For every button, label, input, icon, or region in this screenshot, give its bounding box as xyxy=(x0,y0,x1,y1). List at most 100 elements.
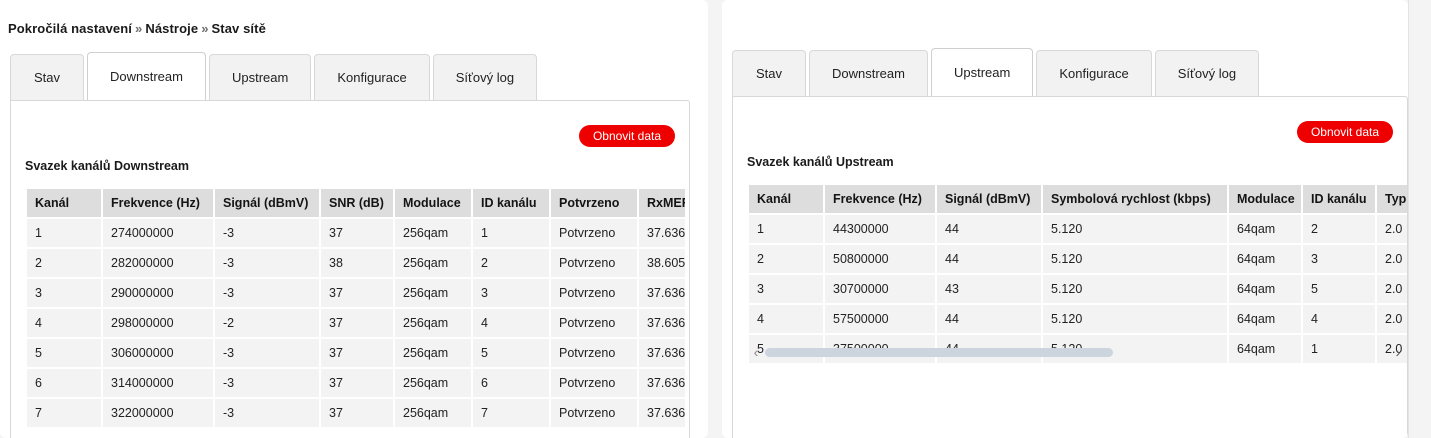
table-cell: 2 xyxy=(1303,215,1375,243)
table-cell: 322000000 xyxy=(103,399,213,427)
left-tab-content: Obnovit data Svazek kanálů Downstream Ka… xyxy=(10,100,690,438)
upstream-table-body: 1 44300000 44 5.120 64qam 2 2.0 2 50800000 44 5.12… xyxy=(749,215,1407,363)
table-cell: 64qam xyxy=(1229,215,1301,243)
table-cell: Potvrzeno xyxy=(551,219,637,247)
table-row: 5 306000000 -3 37 256qam 5 Potvrzeno 37.636 xyxy=(27,339,685,367)
table-cell: 64qam xyxy=(1229,275,1301,303)
table-row: 4 57500000 44 5.120 64qam 4 2.0 xyxy=(749,305,1407,333)
right-tabbar: Stav Downstream Upstream Konfigurace Síťový … xyxy=(732,48,1260,96)
table-cell: 298000000 xyxy=(103,309,213,337)
table-cell: 256qam xyxy=(395,339,471,367)
chevron-left-icon[interactable]: ‹ xyxy=(753,344,759,360)
table-row: 537500000445.12064qam12.0 xyxy=(749,335,1407,363)
table-cell: 256qam xyxy=(395,399,471,427)
table-cell: 256qam xyxy=(395,309,471,337)
table-cell: 30700000 xyxy=(825,275,935,303)
table-cell: 2 xyxy=(473,249,549,277)
table-cell: 44300000 xyxy=(825,215,935,243)
table-cell: -3 xyxy=(215,279,319,307)
tab-s-ov-log[interactable]: Síťový log xyxy=(432,54,538,100)
column-header: SNR (dB) xyxy=(321,189,393,217)
table-cell: 37 xyxy=(321,279,393,307)
chevron-right-icon[interactable]: › xyxy=(1395,344,1401,360)
table-cell: 37.636 xyxy=(639,219,685,247)
table-cell: Potvrzeno xyxy=(551,369,637,397)
column-header: Kanál xyxy=(749,185,823,213)
table-cell: 290000000 xyxy=(103,279,213,307)
table-cell: 4 xyxy=(27,309,101,337)
table-cell: 6 xyxy=(27,369,101,397)
table-cell: 1 xyxy=(27,219,101,247)
downstream-channel-table: Kanál Frekvence (Hz) Signál (dBmV) SNR (dB)… xyxy=(25,187,685,429)
table-cell: 1 xyxy=(749,215,823,243)
table-header-row: Kanál Frekvence (Hz) Signál (dBmV) Symbolov… xyxy=(749,185,1407,213)
table-cell: 3 xyxy=(27,279,101,307)
column-header: ID kanálu xyxy=(1303,185,1375,213)
table-row: 7 322000000 -3 37 256qam 7 Potvrzeno 37.636 xyxy=(27,399,685,427)
breadcrumb-item-tools[interactable]: Nástroje xyxy=(145,21,199,36)
tab-downstream[interactable]: Downstream xyxy=(809,50,928,96)
table-cell: 5.120 xyxy=(1043,215,1227,243)
table-cell: 44 xyxy=(937,245,1041,273)
table-cell: 37.636 xyxy=(639,399,685,427)
table-cell: 37 xyxy=(321,339,393,367)
table-cell: -3 xyxy=(215,399,319,427)
panel-gutter xyxy=(708,0,722,438)
table-row: 6 314000000 -3 37 256qam 6 Potvrzeno 37.636 xyxy=(27,369,685,397)
column-header: Frekvence (Hz) xyxy=(103,189,213,217)
table-cell: Potvrzeno xyxy=(551,339,637,367)
column-header: Typ kan xyxy=(1377,185,1407,213)
breadcrumb: Pokročilá nastavení» Nástroje» Stav sítě xyxy=(8,21,266,36)
tab-downstream[interactable]: Downstream xyxy=(87,52,206,100)
tab-upstream[interactable]: Upstream xyxy=(930,48,1034,96)
table-cell: 256qam xyxy=(395,249,471,277)
tab-upstream[interactable]: Upstream xyxy=(208,54,312,100)
table-cell: 2 xyxy=(27,249,101,277)
table-cell: 256qam xyxy=(395,219,471,247)
table-cell: 57500000 xyxy=(825,305,935,333)
table-cell: 37.636 xyxy=(639,309,685,337)
table-row: 3 30700000 43 5.120 64qam 5 2.0 xyxy=(749,275,1407,303)
left-tabbar: Stav Downstream Upstream Konfigurace Síťový … xyxy=(10,52,538,100)
table-cell: 1 xyxy=(473,219,549,247)
scrollbar-thumb[interactable] xyxy=(765,347,1113,357)
table-cell: 2.0 xyxy=(1377,335,1407,363)
table-cell: 2.0 xyxy=(1377,275,1407,303)
upstream-table-horizontal-scrollbar[interactable]: ‹ › xyxy=(747,339,1407,365)
table-cell: -3 xyxy=(215,339,319,367)
table-row: 2 282000000 -3 38 256qam 2 Potvrzeno 38.605 xyxy=(27,249,685,277)
tab-konfigurace[interactable]: Konfigurace xyxy=(314,54,430,100)
breadcrumb-separator-2: » xyxy=(201,21,209,36)
table-cell: 256qam xyxy=(395,369,471,397)
table-cell: 5 xyxy=(1303,275,1375,303)
table-cell: 37 xyxy=(321,219,393,247)
table-cell: -3 xyxy=(215,219,319,247)
page-right-gutter xyxy=(1408,0,1431,438)
refresh-data-button[interactable]: Obnovit data xyxy=(578,125,675,147)
table-row: 1 274000000 -3 37 256qam 1 Potvrzeno 37.636 xyxy=(27,219,685,247)
table-header-row: Kanál Frekvence (Hz) Signál (dBmV) SNR (dB)… xyxy=(27,189,685,217)
right-tab-content: Obnovit data Svazek kanálů Upstream Kaná… xyxy=(732,96,1408,438)
tab-stav[interactable]: Stav xyxy=(732,50,806,96)
breadcrumb-item-advanced-settings[interactable]: Pokročilá nastavení xyxy=(8,21,133,36)
table-row: 4 298000000 -2 37 256qam 4 Potvrzeno 37.636 xyxy=(27,309,685,337)
breadcrumb-separator-1: » xyxy=(135,21,143,36)
table-cell: 4 xyxy=(473,309,549,337)
table-cell: -3 xyxy=(215,249,319,277)
tab-stav[interactable]: Stav xyxy=(10,54,84,100)
column-header: ID kanálu xyxy=(473,189,549,217)
table-cell: -2 xyxy=(215,309,319,337)
column-header: Modulace xyxy=(395,189,471,217)
table-cell: Potvrzeno xyxy=(551,279,637,307)
table-cell: 37.636 xyxy=(639,279,685,307)
table-row: 1 44300000 44 5.120 64qam 2 2.0 xyxy=(749,215,1407,243)
tab-s-ov-log[interactable]: Síťový log xyxy=(1154,50,1260,96)
table-cell: 37 xyxy=(321,369,393,397)
table-cell: 5 xyxy=(27,339,101,367)
tab-konfigurace[interactable]: Konfigurace xyxy=(1036,50,1152,96)
upstream-section-title: Svazek kanálů Upstream xyxy=(747,155,894,169)
column-header: RxMER (dB) xyxy=(639,189,685,217)
refresh-data-button[interactable]: Obnovit data xyxy=(1296,121,1393,143)
table-cell: 37.636 xyxy=(639,339,685,367)
